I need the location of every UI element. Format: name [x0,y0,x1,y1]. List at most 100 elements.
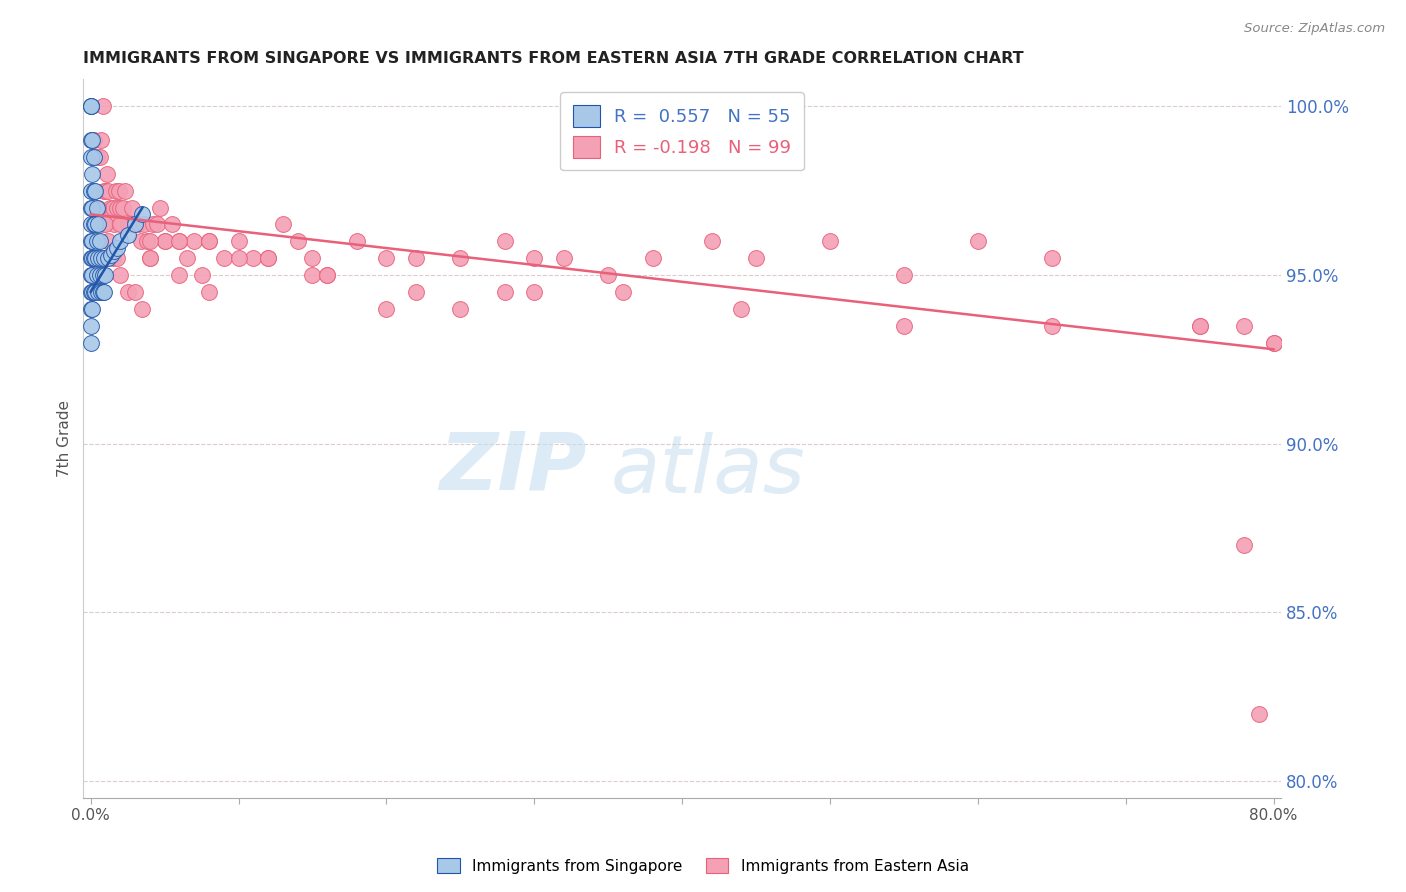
Point [139,251,162,265]
Legend: Immigrants from Singapore, Immigrants from Eastern Asia: Immigrants from Singapore, Immigrants fr… [432,852,974,880]
Point [132,218,155,232]
Point [190,268,212,282]
Point [82,251,104,265]
Point [169,235,191,249]
Point [97,235,120,249]
Point [494,285,516,299]
Point [228,251,250,265]
Point [97,251,120,265]
Point [110,218,132,232]
Point [124,218,146,232]
Point [117,227,139,242]
Point [1040,251,1063,265]
Point [98,201,121,215]
Point [110,235,132,249]
Point [79,99,101,113]
Point [79,335,101,350]
Point [84,285,107,299]
Point [87,251,110,265]
Point [93,251,115,265]
Point [893,268,915,282]
Point [160,218,183,232]
Point [90,285,112,299]
Point [87,285,110,299]
Point [84,251,107,265]
Point [449,301,471,316]
Point [131,207,153,221]
Point [83,150,105,164]
Point [79,268,101,282]
Point [301,251,323,265]
Point [523,251,546,265]
Point [86,268,108,282]
Point [700,235,723,249]
Y-axis label: 7th Grade: 7th Grade [58,401,72,477]
Point [87,218,110,232]
Point [93,285,115,299]
Point [1247,706,1270,721]
Point [101,201,124,215]
Point [91,285,114,299]
Point [94,218,117,232]
Point [96,167,118,181]
Point [87,201,110,215]
Point [94,268,117,282]
Point [1233,538,1256,552]
Point [94,184,117,198]
Point [176,251,198,265]
Point [105,241,128,255]
Point [153,235,176,249]
Point [198,235,221,249]
Point [301,268,323,282]
Point [183,235,205,249]
Point [1233,318,1256,333]
Point [105,251,128,265]
Point [79,318,101,333]
Point [745,251,768,265]
Point [139,251,162,265]
Text: ZIP: ZIP [439,428,586,507]
Point [90,133,112,147]
Point [83,251,105,265]
Point [86,235,108,249]
Point [198,285,221,299]
Point [449,251,471,265]
Point [316,268,339,282]
Point [79,285,101,299]
Point [79,99,101,113]
Point [104,184,127,198]
Point [612,285,634,299]
Point [730,301,752,316]
Point [1188,318,1211,333]
Point [83,285,105,299]
Point [110,268,132,282]
Point [83,218,105,232]
Point [893,318,915,333]
Point [82,201,104,215]
Point [142,218,165,232]
Point [1263,335,1285,350]
Point [212,251,235,265]
Point [89,235,111,249]
Point [112,201,135,215]
Point [117,285,139,299]
Point [79,218,101,232]
Point [124,285,146,299]
Point [405,285,427,299]
Point [107,184,129,198]
Point [114,184,136,198]
Point [91,218,114,232]
Point [346,235,368,249]
Point [82,268,104,282]
Point [1188,318,1211,333]
Point [375,251,398,265]
Point [641,251,664,265]
Point [89,150,111,164]
Point [153,235,176,249]
Point [121,201,143,215]
Point [111,218,134,232]
Point [124,218,146,232]
Point [198,235,221,249]
Point [131,301,153,316]
Text: IMMIGRANTS FROM SINGAPORE VS IMMIGRANTS FROM EASTERN ASIA 7TH GRADE CORRELATION : IMMIGRANTS FROM SINGAPORE VS IMMIGRANTS … [83,51,1024,66]
